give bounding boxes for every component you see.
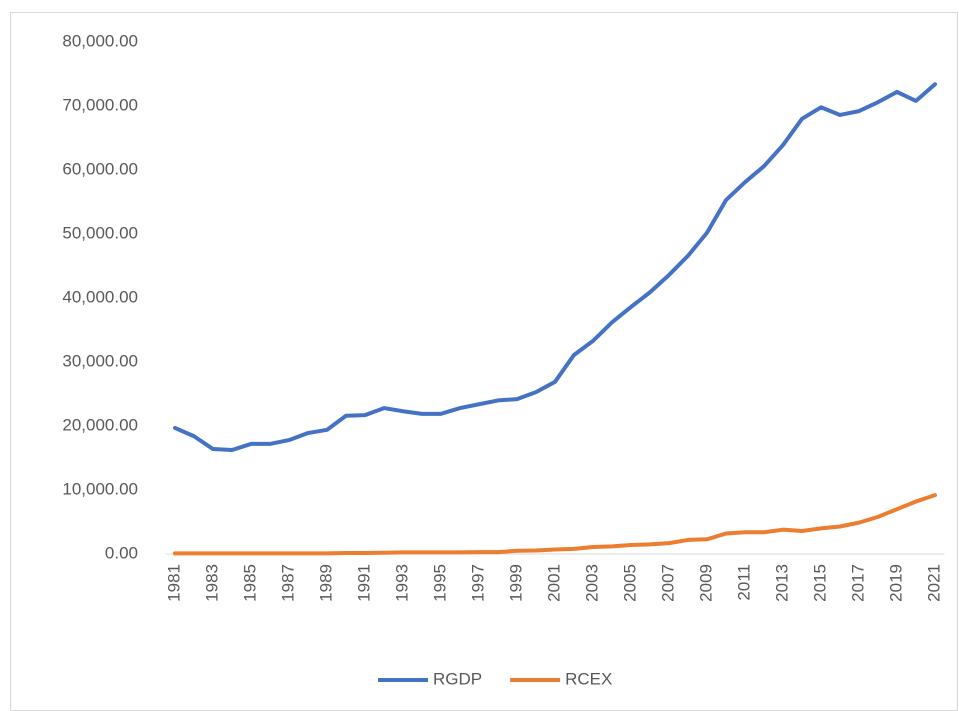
- x-tick-label: 1991: [354, 564, 373, 602]
- x-tick-label: 1989: [316, 564, 335, 602]
- series-line: [173, 82, 937, 452]
- x-tick-label: 2011: [734, 564, 753, 601]
- y-tick-label: 40,000.00: [62, 287, 138, 306]
- x-tick-label: 2007: [658, 564, 677, 602]
- x-tick-label: 2013: [772, 564, 791, 602]
- y-tick-label: 80,000.00: [62, 31, 138, 50]
- x-tick-label: 1993: [392, 564, 411, 602]
- series-line: [173, 493, 937, 556]
- x-tick-label: 2009: [696, 564, 715, 602]
- y-tick-label: 30,000.00: [62, 351, 138, 370]
- x-tick-label: 2019: [886, 564, 905, 602]
- x-tick-label: 1987: [278, 564, 297, 602]
- legend-label: RGDP: [433, 669, 482, 688]
- x-tick-label: 2005: [620, 564, 639, 602]
- y-tick-label: 0.00: [105, 543, 138, 562]
- x-tick-label: 2015: [810, 564, 829, 602]
- x-tick-label: 2001: [544, 564, 563, 602]
- y-tick-label: 10,000.00: [62, 479, 138, 498]
- x-tick-label: 2021: [924, 564, 943, 602]
- x-tick-label: 1999: [506, 564, 525, 602]
- x-tick-label: 1985: [240, 564, 259, 602]
- x-tick-label: 1997: [468, 564, 487, 602]
- y-tick-label: 60,000.00: [62, 159, 138, 178]
- x-tick-label: 1995: [430, 564, 449, 602]
- y-tick-label: 20,000.00: [62, 415, 138, 434]
- x-tick-label: 1983: [202, 564, 221, 602]
- x-tick-label: 1981: [164, 564, 183, 602]
- legend-label: RCEX: [565, 669, 612, 688]
- y-tick-label: 70,000.00: [62, 95, 138, 114]
- x-tick-label: 2017: [848, 564, 867, 602]
- chart-frame: [10, 12, 958, 711]
- y-tick-label: 50,000.00: [62, 223, 138, 242]
- x-tick-label: 2003: [582, 564, 601, 602]
